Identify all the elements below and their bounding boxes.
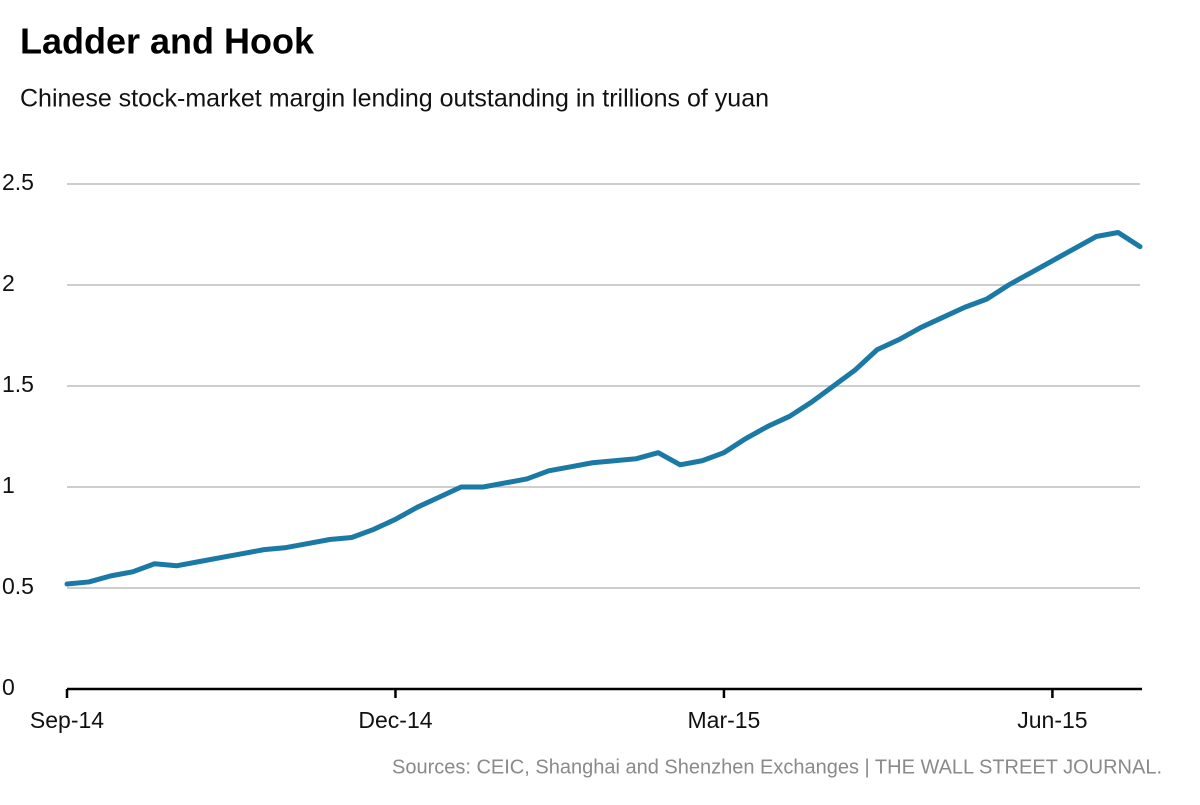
- chart-title: Ladder and Hook: [20, 21, 315, 62]
- y-tick-label: 1.5: [2, 371, 34, 397]
- x-tick-label: Mar-15: [688, 707, 761, 733]
- data-line: [64, 229, 1143, 587]
- x-tick-label: Sep-14: [30, 707, 104, 733]
- chart-subtitle: Chinese stock-market margin lending outs…: [20, 85, 769, 113]
- y-tick-label: 2.5: [2, 169, 34, 195]
- y-tick-label: 0: [2, 674, 15, 700]
- y-tick-label: 2: [2, 270, 15, 296]
- x-tick-label: Dec-14: [358, 707, 432, 733]
- source-note: Sources: CEIC, Shanghai and Shenzhen Exc…: [392, 756, 1162, 778]
- y-tick-label: 0.5: [2, 573, 34, 599]
- y-tick-label: 1: [2, 472, 15, 498]
- x-tick-label: Jun-15: [1017, 707, 1087, 733]
